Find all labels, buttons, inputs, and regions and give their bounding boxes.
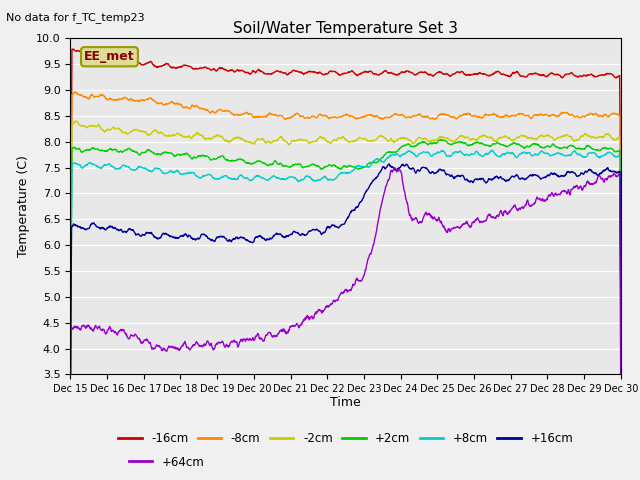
+2cm [175,152,183,157]
Line: -8cm: -8cm [70,92,621,325]
-8cm [504,113,511,119]
+8cm [175,170,183,176]
-2cm [431,137,439,143]
+8cm [552,151,559,157]
+8cm [504,149,511,155]
+64cm [250,336,258,342]
-8cm [71,89,79,95]
+2cm [617,299,625,305]
+16cm [431,170,439,176]
-8cm [431,117,439,122]
+2cm [437,137,445,143]
-16cm [67,300,74,305]
Line: +64cm: +64cm [70,168,621,418]
+16cm [175,234,183,240]
+64cm [617,401,625,407]
-16cm [189,66,197,72]
Line: +2cm: +2cm [70,140,621,352]
+2cm [504,144,511,150]
-2cm [617,290,625,296]
+16cm [552,171,559,177]
Line: -16cm: -16cm [70,48,621,302]
-16cm [617,252,625,258]
-8cm [617,278,625,284]
-8cm [67,322,74,328]
+8cm [67,358,74,363]
-8cm [251,114,259,120]
Legend: +64cm: +64cm [124,451,209,473]
+64cm [552,190,559,196]
+8cm [617,302,625,308]
+64cm [175,347,183,352]
Title: Soil/Water Temperature Set 3: Soil/Water Temperature Set 3 [233,21,458,36]
-16cm [504,72,511,78]
+16cm [67,388,74,394]
Line: +16cm: +16cm [70,164,621,391]
-8cm [189,103,197,108]
+64cm [504,212,511,217]
-16cm [251,69,259,75]
-2cm [189,133,197,139]
+16cm [617,296,625,302]
Line: -2cm: -2cm [70,121,621,341]
-2cm [73,118,81,124]
-16cm [176,64,184,70]
+16cm [250,237,258,242]
+64cm [431,216,439,222]
+64cm [189,342,196,348]
-2cm [504,134,511,140]
-16cm [552,72,559,78]
-8cm [552,113,559,119]
-8cm [176,101,184,107]
-16cm [431,72,439,77]
-2cm [552,136,559,142]
+16cm [385,161,393,167]
+64cm [390,165,398,170]
+8cm [250,175,258,180]
X-axis label: Time: Time [330,396,361,408]
+2cm [189,155,196,161]
Text: No data for f_TC_temp23: No data for f_TC_temp23 [6,12,145,23]
+2cm [250,160,258,166]
Text: EE_met: EE_met [84,50,135,63]
+2cm [552,144,559,150]
-2cm [176,132,184,138]
+16cm [189,237,196,242]
Line: +8cm: +8cm [70,150,621,360]
-16cm [93,45,100,50]
+8cm [488,147,496,153]
+8cm [431,151,439,157]
+2cm [431,140,439,145]
-2cm [67,338,74,344]
-2cm [251,140,259,145]
+2cm [67,349,74,355]
Y-axis label: Temperature (C): Temperature (C) [17,156,31,257]
+8cm [189,170,196,176]
+64cm [67,415,74,420]
+16cm [504,178,511,183]
